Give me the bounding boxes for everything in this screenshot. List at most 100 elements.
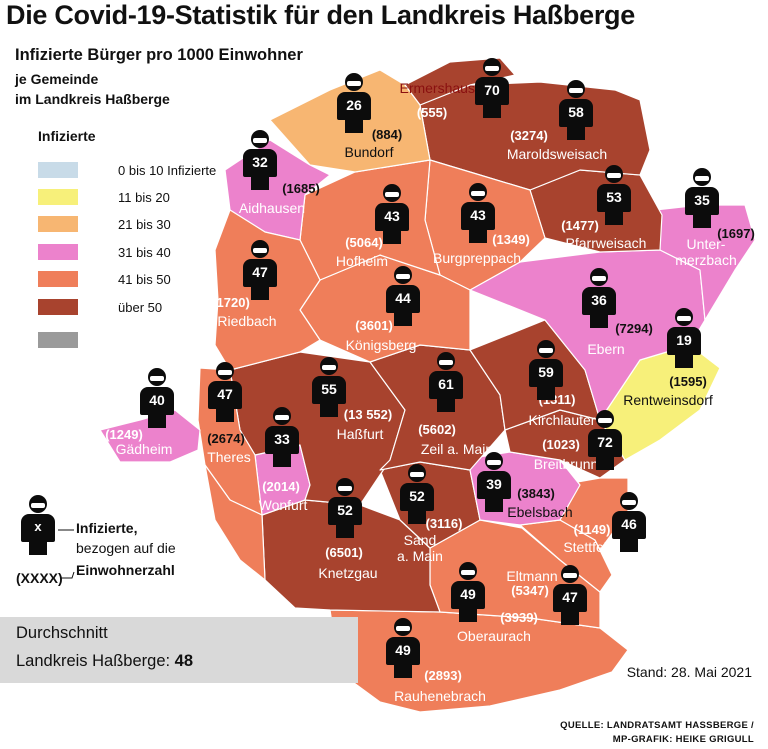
figure-body <box>559 99 593 127</box>
average-label: Durchschnitt <box>16 624 108 642</box>
figure-leg <box>561 609 570 625</box>
infected-value-sand: 52 <box>409 488 425 504</box>
infected-value-aidhausen: 32 <box>252 154 268 170</box>
mask-icon <box>622 500 636 505</box>
muni-pop-bundorf: (884) <box>371 127 403 142</box>
average-district-label: Landkreis Haßberge: <box>16 652 175 670</box>
mask-icon <box>253 248 267 253</box>
infected-value-stettfeld: 46 <box>621 516 637 532</box>
muni-pop-maroldsweisach: (3274) <box>510 128 548 143</box>
mask-icon <box>569 88 583 93</box>
muni-name-knetzgau: Knetzgau <box>318 565 378 581</box>
figure-leg <box>537 384 546 400</box>
legend-label: 0 bis 10 Infizierte <box>118 162 217 178</box>
figure-leg <box>392 228 401 244</box>
muni-pop-aidhausen: (1685) <box>282 181 320 196</box>
figure-leg <box>29 539 38 555</box>
figure-leg <box>260 284 269 300</box>
infected-figure-ebelsbach: 39 <box>474 452 514 512</box>
muni-pop-pfarrweisach: (1477) <box>561 218 599 233</box>
infected-figure-stettfeld: 46 <box>609 492 649 552</box>
legend-swatch <box>38 244 78 260</box>
muni-pop-oberaurach: (3939) <box>500 610 538 625</box>
mask-icon <box>385 192 399 197</box>
muni-name-ermershausen: Ermershausen <box>399 80 491 96</box>
figure-leg <box>260 174 269 190</box>
figure-leg <box>492 102 501 118</box>
figure-body <box>475 77 509 105</box>
infected-figure-eltmann: 47 <box>550 565 590 625</box>
muni-name-stettfeld: Stettfeld <box>563 539 615 555</box>
muni-name-pfarrweisach: Pfarrweisach <box>565 235 647 251</box>
infected-figure-maroldsweisach: 58 <box>556 80 596 140</box>
figure-body <box>208 381 242 409</box>
figure-leg <box>629 536 638 552</box>
figure-body <box>451 581 485 609</box>
figure-leg <box>394 662 403 678</box>
muni-pop-rauhenebrach: (2893) <box>424 668 462 683</box>
muni-name-maroldsweisach: Maroldsweisach <box>506 146 608 162</box>
muni-name-ebelsbach: Ebelsbach <box>507 504 573 520</box>
legend-item-no-data <box>38 332 78 348</box>
muni-name-hofheim: Hofheim <box>335 253 389 269</box>
infected-figure-untermerzbach: 35 <box>682 168 722 228</box>
figure-leg <box>354 117 363 133</box>
legend-label: 21 bis 30 <box>118 216 171 232</box>
figure-leg <box>485 496 494 512</box>
muni-pop-eltmann: (5347) <box>511 583 549 598</box>
infected-figure-aidhausen: 32 <box>240 130 280 190</box>
infected-figure-theres: 47 <box>205 362 245 422</box>
muni-pop-zeil: (5602) <box>418 422 456 437</box>
key-connector-lines <box>58 529 75 579</box>
legend-item-0-10: 0 bis 10 Infizierte <box>38 162 216 178</box>
muni-pop-riedbach: (1720) <box>212 295 250 310</box>
source-line-1: QUELLE: LANDRATSAMT HASSBERGE / <box>560 720 754 731</box>
infected-value-hassfurt: 55 <box>321 381 337 397</box>
infected-value-gaedheim: 40 <box>149 392 165 408</box>
mask-icon <box>598 418 612 423</box>
infected-figure-hassfurt: 55 <box>309 357 349 417</box>
figure-leg <box>620 536 629 552</box>
muni-name-rentweinsdorf: Rentweinsdorf <box>623 392 713 408</box>
muni-name-breitbrunn: Breitbrunn <box>533 456 599 472</box>
figure-leg <box>417 508 426 524</box>
muni-pop-ermershausen: (555) <box>416 105 448 120</box>
figure-leg <box>494 496 503 512</box>
mask-icon <box>539 348 553 353</box>
infected-value-maroldsweisach: 58 <box>568 104 584 120</box>
figure-body <box>386 285 420 313</box>
infected-value-eltmann: 47 <box>562 589 578 605</box>
infected-figure-zeil: 61 <box>426 352 466 412</box>
figure-body <box>553 584 587 612</box>
figure-leg <box>570 609 579 625</box>
muni-pop-theres: (2674) <box>207 431 245 446</box>
muni-pop-hofheim: (5064) <box>345 235 383 250</box>
infected-figure-wonfurt: 33 <box>262 407 302 467</box>
legend-item-21-30: 21 bis 30 <box>38 216 171 232</box>
infected-figure-bundorf: 26 <box>334 73 374 133</box>
infected-value-untermerzbach: 35 <box>694 192 710 208</box>
key-line-infected: Infizierte, <box>76 520 138 536</box>
infected-figure-koenigsberg: 44 <box>383 266 423 326</box>
infected-value-ebelsbach: 39 <box>486 476 502 492</box>
figure-body <box>529 359 563 387</box>
muni-name-sand: Sand a. Main <box>397 532 443 564</box>
infected-value-wonfurt: 33 <box>274 431 290 447</box>
figure-leg <box>251 174 260 190</box>
infected-value-ebern: 36 <box>591 292 607 308</box>
legend-label: über 50 <box>118 299 163 315</box>
legend-item-over-50: über 50 <box>38 299 162 315</box>
mask-icon <box>677 316 691 321</box>
infected-figure-hofheim: 43 <box>372 184 412 244</box>
muni-pop-koenigsberg: (3601) <box>355 318 393 333</box>
figure-body <box>243 259 277 287</box>
infected-value-kirchlauter: 59 <box>538 364 554 380</box>
figure-leg <box>345 117 354 133</box>
figure-leg <box>567 124 576 140</box>
figure-body <box>21 514 55 542</box>
muni-pop-wonfurt: (2014) <box>262 479 300 494</box>
muni-name-bundorf: Bundorf <box>344 144 394 160</box>
muni-name-gaedheim: Gädheim <box>115 441 173 457</box>
figure-leg <box>216 406 225 422</box>
region-west-edge <box>204 464 266 581</box>
